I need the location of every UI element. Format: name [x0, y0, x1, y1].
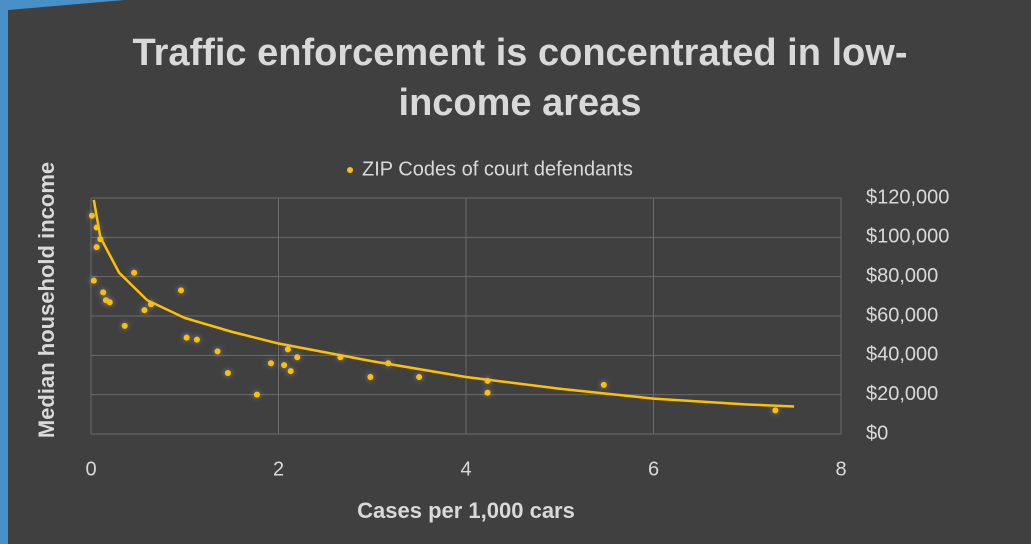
scatter-point [367, 373, 374, 380]
y-tick-label: $100,000 [866, 226, 949, 248]
scatter-point [284, 346, 291, 353]
y-tick-label: $40,000 [866, 344, 938, 366]
scatter-point [600, 381, 607, 388]
x-tick-label: 6 [648, 458, 659, 480]
x-tick-label: 8 [835, 458, 846, 480]
scatter-point [484, 389, 491, 396]
scatter-point [121, 322, 128, 329]
scatter-point [148, 301, 154, 308]
legend-label: ZIP Codes of court defendants [362, 158, 633, 180]
scatter-point [294, 354, 301, 361]
scatter-point [193, 336, 200, 343]
scatter-point [183, 334, 190, 341]
scatter-point [214, 348, 221, 355]
scatter-point [484, 377, 491, 384]
scatter-point [268, 360, 274, 367]
scatter-point [100, 289, 107, 296]
scatter-point [93, 224, 100, 231]
chart-title: Traffic enforcement is concentrated in l… [132, 32, 908, 124]
legend-marker [347, 167, 353, 173]
corner-strip [0, 0, 125, 10]
scatter-point [281, 362, 288, 369]
scatter-point [385, 360, 392, 367]
y-tick-label: $120,000 [866, 186, 949, 208]
y-tick-label: $80,000 [866, 265, 938, 287]
scatter-point [178, 287, 184, 294]
y-tick-label: $60,000 [866, 304, 938, 326]
scatter-point [106, 299, 113, 306]
x-tick-label: 0 [85, 458, 96, 480]
y-tick-label: $20,000 [866, 383, 938, 405]
y-tick-label: $0 [866, 422, 888, 444]
side-strip [0, 0, 8, 544]
scatter-point [772, 407, 779, 414]
x-tick-label: 2 [273, 458, 284, 480]
scatter-point [141, 307, 148, 314]
scatter-point [224, 370, 231, 377]
scatter-point [253, 391, 260, 398]
scatter-point [97, 236, 104, 243]
scatter-point [90, 277, 97, 284]
scatter-point [131, 269, 138, 276]
x-tick-label: 4 [460, 458, 471, 480]
scatter-point [416, 373, 423, 380]
x-axis-label: Cases per 1,000 cars [357, 498, 575, 523]
y-axis-label: Median household income [34, 162, 59, 438]
trendline [92, 199, 795, 408]
scatter-point [93, 244, 100, 251]
scatter-point [337, 354, 344, 361]
scatter-point [287, 368, 294, 375]
scatter-point [88, 212, 95, 219]
